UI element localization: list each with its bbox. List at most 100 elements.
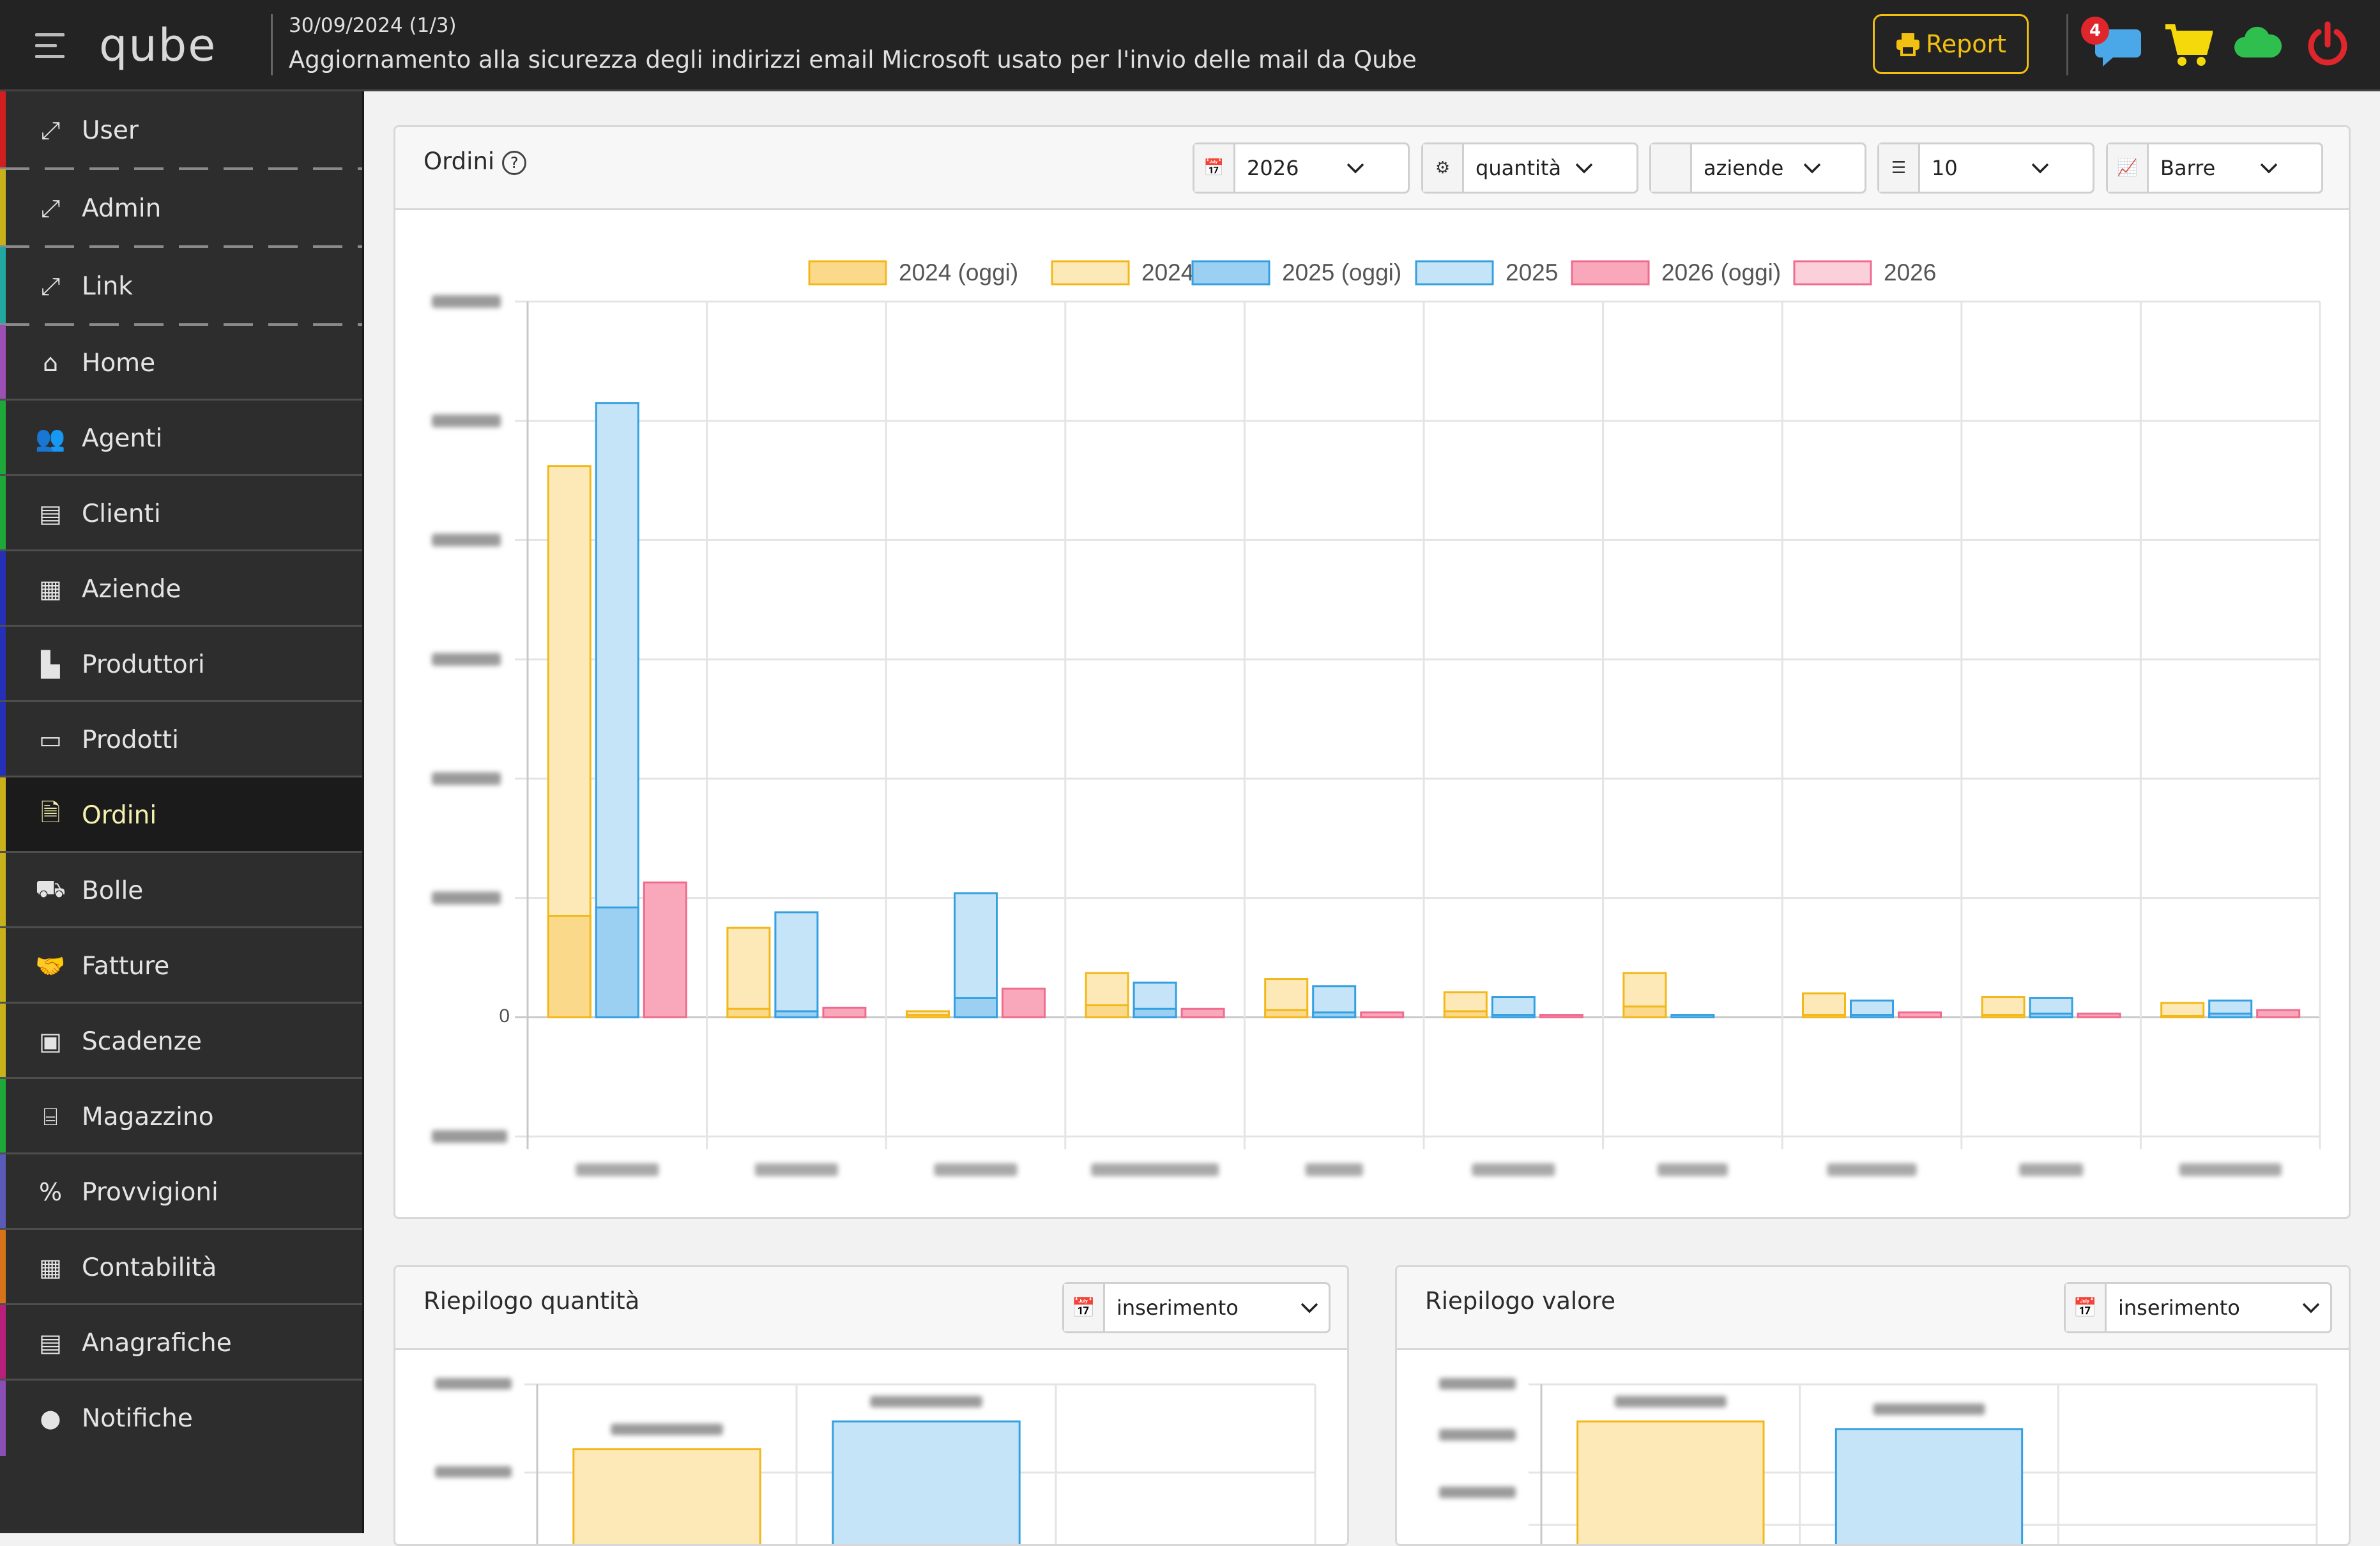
legend-item[interactable]: 2024 (oggi) <box>808 259 1018 286</box>
chart-line-icon: 📈 <box>2108 144 2149 192</box>
bar-2024[interactable] <box>1981 996 2025 1018</box>
summary-bar[interactable] <box>1576 1420 1765 1546</box>
cloud-icon[interactable] <box>2232 19 2283 70</box>
report-button[interactable]: Report <box>1873 14 2029 74</box>
sidebar-color-bar <box>0 1154 6 1230</box>
sidebar-item-ordini[interactable]: 🗎 Ordini <box>0 777 362 853</box>
qty-date-select[interactable]: 📅 inserimento <box>1062 1282 1331 1333</box>
bar-2026-oggi[interactable] <box>1898 1011 1942 1018</box>
sidebar-separator <box>0 1002 362 1004</box>
sidebar-separator <box>0 1379 362 1381</box>
orders-filter-select[interactable]: 📅 2026 <box>1193 142 1410 194</box>
bar-2024-oggi[interactable] <box>726 1007 771 1018</box>
bar-2025-oggi[interactable] <box>2029 1013 2073 1018</box>
bar-2025[interactable] <box>1670 1014 1715 1018</box>
orders-filter-select[interactable]: ⚙ quantità <box>1421 142 1638 194</box>
report-label: Report <box>1926 30 2006 58</box>
bar-value-label-redacted <box>870 1396 982 1407</box>
value-card-title: Riepilogo valore <box>1425 1287 1615 1315</box>
sidebar-item-provvigioni[interactable]: % Provvigioni <box>0 1154 362 1230</box>
sidebar-item-prodotti[interactable]: ▭ Prodotti <box>0 702 362 777</box>
bar-2024-oggi[interactable] <box>547 915 591 1018</box>
legend-item[interactable]: 2026 <box>1793 259 1936 286</box>
bar-2024-oggi[interactable] <box>1443 1010 1488 1018</box>
bar-2024[interactable] <box>1802 992 1846 1018</box>
bar-2024-oggi[interactable] <box>1802 1014 1846 1018</box>
bar-2026-oggi[interactable] <box>643 881 687 1018</box>
bar-2026-oggi[interactable] <box>1360 1011 1405 1018</box>
bar-2026-oggi[interactable] <box>2077 1013 2121 1018</box>
messages-badge: 4 <box>2081 17 2109 45</box>
legend-item[interactable]: 2026 (oggi) <box>1571 259 1781 286</box>
question-icon[interactable]: ? <box>502 150 527 175</box>
sidebar-item-notifiche[interactable]: ● Notifiche <box>0 1381 362 1456</box>
orders-filter-select[interactable]: 📈 Barre <box>2106 142 2323 194</box>
bar-2024-oggi[interactable] <box>1085 1004 1129 1018</box>
bar-2024-oggi[interactable] <box>906 1014 950 1018</box>
summary-bar[interactable] <box>832 1420 1021 1546</box>
chevron-down-icon <box>2292 1301 2330 1314</box>
power-icon[interactable] <box>2302 19 2353 70</box>
orders-filter-select[interactable]: ☰ 10 <box>1877 142 2094 194</box>
bar-2025[interactable] <box>774 911 819 1018</box>
sidebar-item-scadenze[interactable]: ▣ Scadenze <box>0 1004 362 1079</box>
sidebar-item-anagrafiche[interactable]: ▤ Anagrafiche <box>0 1305 362 1381</box>
y-tick-label-redacted <box>432 772 501 785</box>
news-date[interactable]: 30/09/2024 (1/3) <box>289 14 457 37</box>
bar-2025-oggi[interactable] <box>954 997 998 1018</box>
sidebar-separator <box>0 625 362 627</box>
orders-filter-select[interactable]: aziende <box>1649 142 1866 194</box>
bar-2025-oggi[interactable] <box>2208 1013 2253 1018</box>
bar-2026-oggi[interactable] <box>1002 987 1046 1018</box>
sidebar-item-home[interactable]: ⌂ Home <box>0 325 362 401</box>
bar-2026-oggi[interactable] <box>1180 1007 1225 1018</box>
bar-2026-oggi[interactable] <box>1539 1014 1583 1018</box>
sidebar-item-produttori[interactable]: ▙ Produttori <box>0 627 362 702</box>
sidebar-item-link[interactable]: ⤢ Link <box>0 247 362 325</box>
sidebar-item-bolle[interactable]: ⛟ Bolle <box>0 853 362 928</box>
bar-2024[interactable] <box>726 926 771 1018</box>
chevron-down-icon <box>1336 162 1375 174</box>
sidebar-item-aziende[interactable]: ▦ Aziende <box>0 551 362 627</box>
sidebar-separator <box>0 167 362 170</box>
bar-2025[interactable] <box>1491 996 1536 1018</box>
sidebar-item-fatture[interactable]: 🤝 Fatture <box>0 928 362 1004</box>
bar-2025-oggi[interactable] <box>1491 1014 1536 1018</box>
news-text[interactable]: Aggiornamento alla sicurezza degli indir… <box>289 46 1417 73</box>
x-tick-label-redacted <box>576 1163 659 1176</box>
bar-2024-oggi[interactable] <box>1981 1014 2025 1018</box>
sidebar-item-clienti[interactable]: ▤ Clienti <box>0 476 362 551</box>
calendar-icon: 📅 <box>1064 1284 1105 1331</box>
legend-item[interactable]: 2025 (oggi) <box>1191 259 1401 286</box>
bar-2025-oggi[interactable] <box>774 1010 819 1018</box>
sidebar-item-magazzino[interactable]: ⌸ Magazzino <box>0 1079 362 1154</box>
bar-2025-oggi[interactable] <box>595 907 639 1018</box>
bar-2025[interactable] <box>954 892 998 1018</box>
sidebar-item-contabilit[interactable]: ▦ Contabilità <box>0 1230 362 1305</box>
summary-bar[interactable] <box>1835 1428 2024 1546</box>
sidebar-item-agenti[interactable]: 👥 Agenti <box>0 401 362 476</box>
percent-icon: % <box>38 1178 63 1206</box>
legend-label: 2026 <box>1884 259 1936 286</box>
divider <box>2066 14 2068 75</box>
bar-2024-oggi[interactable] <box>1264 1009 1309 1018</box>
summary-bar[interactable] <box>572 1448 761 1546</box>
x-tick-label-redacted <box>1472 1163 1555 1176</box>
legend-item[interactable]: 2024 <box>1051 259 1194 286</box>
bar-2024-oggi[interactable] <box>2160 1014 2205 1018</box>
bar-2025-oggi[interactable] <box>1850 1014 1894 1018</box>
menu-icon[interactable] <box>35 33 65 59</box>
bar-2025-oggi[interactable] <box>1133 1007 1177 1018</box>
bar-2025-oggi[interactable] <box>1312 1011 1357 1018</box>
sidebar-item-admin[interactable]: ⤢ Admin <box>0 169 362 247</box>
sidebar-item-user[interactable]: ⤢ User <box>0 91 362 169</box>
cart-icon[interactable] <box>2162 19 2213 70</box>
x-tick-label-redacted <box>1657 1163 1728 1176</box>
app-logo[interactable]: qube <box>99 19 217 72</box>
value-date-select[interactable]: 📅 inserimento <box>2064 1282 2332 1333</box>
bar-2026-oggi[interactable] <box>2256 1009 2301 1018</box>
bar-2024-oggi[interactable] <box>1622 1005 1667 1018</box>
bar-2026-oggi[interactable] <box>822 1006 867 1018</box>
legend-item[interactable]: 2025 <box>1415 259 1558 286</box>
x-tick-label-redacted <box>754 1163 838 1176</box>
